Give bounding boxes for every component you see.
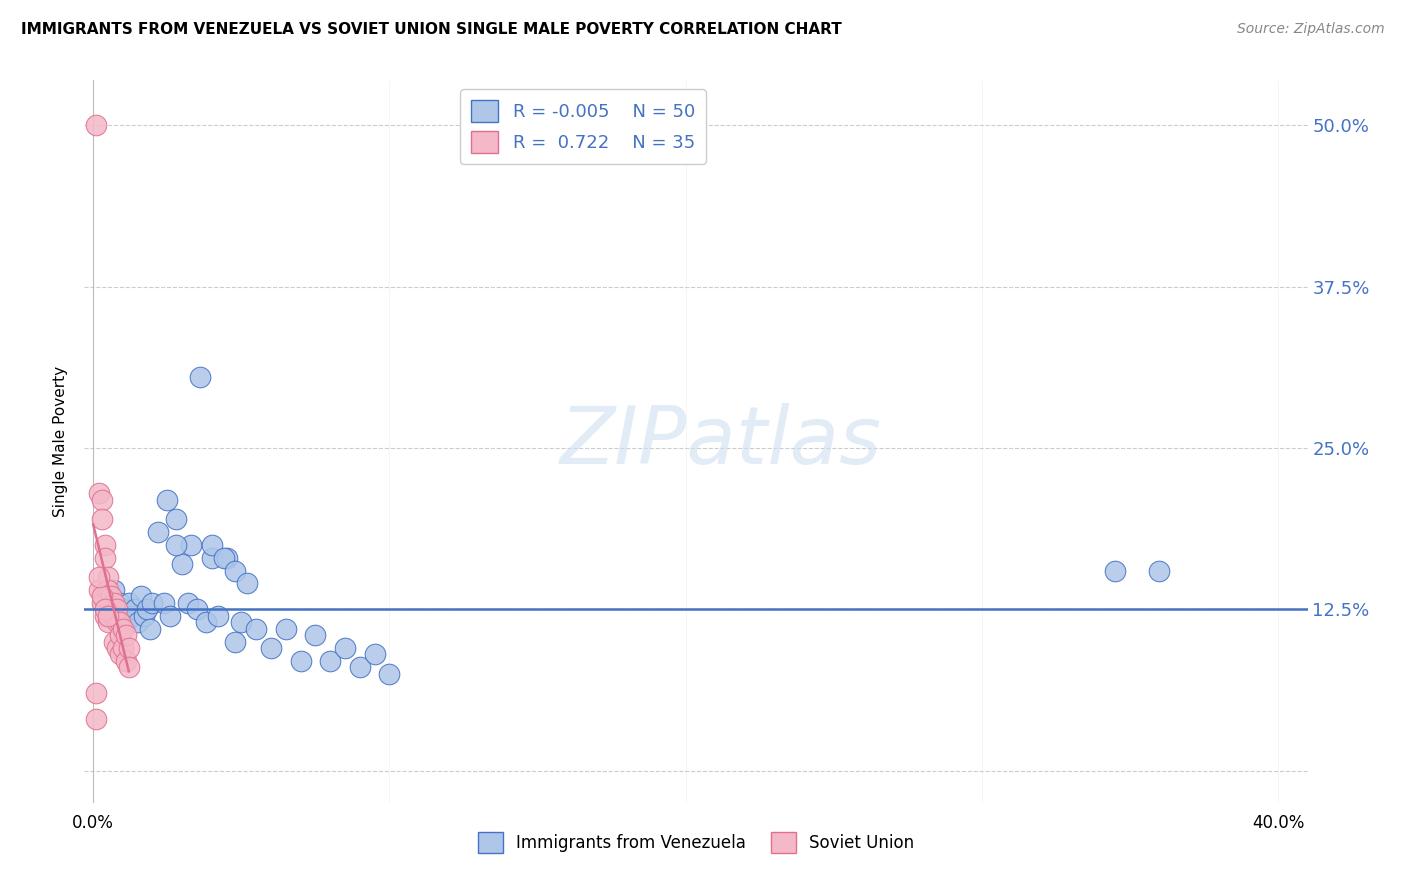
Point [114,654,136,668]
Point [260,640,283,655]
Point [108,628,131,642]
Point [349,660,371,674]
Point [103,596,125,610]
Point [212,550,235,565]
Point [89,486,111,500]
Point [111,640,134,655]
Point [245,622,267,636]
Point [103,582,125,597]
Point [111,602,134,616]
Point [91,512,114,526]
Point [224,564,246,578]
Point [108,596,131,610]
Point [97,608,120,623]
Point [105,602,128,616]
Point [201,550,224,565]
Point [84,686,107,700]
Point [89,582,111,597]
Point [105,615,128,630]
Point [180,538,202,552]
Point [135,602,157,616]
Point [231,615,253,630]
Point [97,590,120,604]
Point [129,590,152,604]
Point [378,666,401,681]
Point [97,570,120,584]
Text: ZIPatlas: ZIPatlas [560,402,882,481]
Point [94,608,117,623]
Point [1104,564,1126,578]
Point [165,538,187,552]
Point [94,602,117,616]
Point [103,634,125,648]
Point [118,640,141,655]
Point [186,602,208,616]
Point [156,492,179,507]
Text: Source: ZipAtlas.com: Source: ZipAtlas.com [1237,22,1385,37]
Point [224,634,246,648]
Point [111,622,134,636]
Y-axis label: Single Male Poverty: Single Male Poverty [53,366,69,517]
Point [215,550,238,565]
Point [84,119,107,133]
Point [118,660,141,674]
Point [236,576,259,591]
Point [304,628,326,642]
Point [105,608,128,623]
Point [159,608,181,623]
Point [194,615,217,630]
Point [274,622,297,636]
Point [105,640,128,655]
Point [148,524,170,539]
Point [84,712,107,726]
Point [94,596,117,610]
Point [141,596,163,610]
Text: IMMIGRANTS FROM VENEZUELA VS SOVIET UNION SINGLE MALE POVERTY CORRELATION CHART: IMMIGRANTS FROM VENEZUELA VS SOVIET UNIO… [21,22,842,37]
Point [124,602,146,616]
Point [108,648,131,662]
Point [172,557,194,571]
Point [118,596,141,610]
Point [319,654,342,668]
Point [127,615,149,630]
Point [103,608,125,623]
Point [153,596,176,610]
Point [108,615,131,630]
Point [100,602,122,616]
Point [100,590,122,604]
Point [91,590,114,604]
Point [100,602,122,616]
Point [121,608,143,623]
Point [333,640,356,655]
Point [207,608,229,623]
Point [165,512,187,526]
Point [97,582,120,597]
Point [94,538,117,552]
Point [188,370,211,384]
Legend: Immigrants from Venezuela, Soviet Union: Immigrants from Venezuela, Soviet Union [471,826,921,860]
Point [91,492,114,507]
Point [94,550,117,565]
Point [91,596,114,610]
Point [363,648,385,662]
Point [177,596,200,610]
Point [290,654,312,668]
Point [97,615,120,630]
Point [132,608,155,623]
Point [201,538,224,552]
Point [138,622,160,636]
Point [114,615,136,630]
Point [114,628,136,642]
Point [1149,564,1171,578]
Point [89,570,111,584]
